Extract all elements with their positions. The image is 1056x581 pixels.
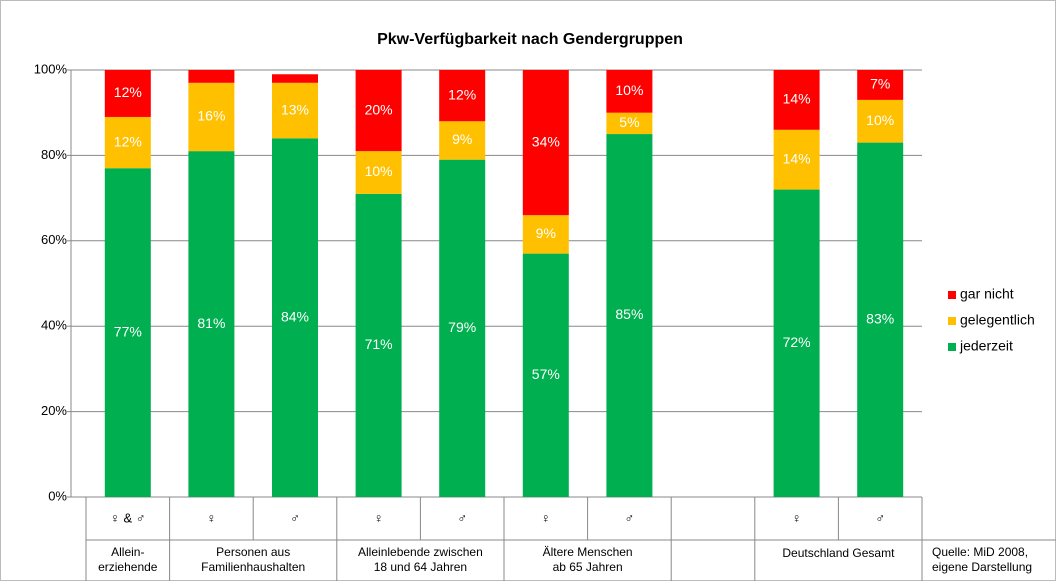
- y-tick-label: 40%: [41, 318, 67, 333]
- group-label: Ältere Menschen: [543, 545, 633, 559]
- group-label: 18 und 64 Jahren: [374, 560, 467, 574]
- legend-swatch: [948, 317, 956, 325]
- bar-segment: [606, 134, 653, 498]
- data-label: 85%: [615, 306, 643, 322]
- data-label: 84%: [281, 308, 309, 324]
- bar-segment: [355, 70, 402, 152]
- data-label: 79%: [448, 319, 476, 335]
- bar-segment: [522, 215, 569, 254]
- x-tick-label: ♀: [207, 510, 217, 525]
- data-label: 13%: [281, 101, 309, 117]
- group-label: Alleinlebende zwischen: [358, 545, 483, 559]
- data-label: 12%: [448, 86, 476, 102]
- data-label: 14%: [783, 150, 811, 166]
- y-tick-label: 60%: [41, 232, 67, 247]
- bar-segment: [188, 151, 235, 497]
- x-tick-label: ♂: [457, 510, 467, 525]
- legend-label: gar nicht: [960, 286, 1014, 302]
- data-label: 34%: [532, 133, 560, 149]
- bar-segment: [104, 116, 151, 169]
- x-tick-label: ♂: [625, 510, 635, 525]
- data-label: 9%: [536, 225, 556, 241]
- bar-segment: [355, 193, 402, 497]
- bar-segment: [272, 74, 318, 83]
- bar-segment: [439, 70, 486, 122]
- y-tick-label: 0%: [48, 488, 67, 503]
- x-tick-label: ♀ & ♂: [110, 510, 145, 525]
- bar-segment: [857, 70, 904, 100]
- legend-swatch: [948, 343, 956, 351]
- bar-segment: [522, 253, 569, 497]
- y-tick-label: 20%: [41, 403, 67, 418]
- x-tick-label: ♂: [290, 510, 300, 525]
- bar-segment: [104, 70, 151, 117]
- group-label: Deutschland Gesamt: [782, 546, 895, 560]
- group-label: Familienhaushalten: [201, 560, 305, 574]
- data-label: 77%: [114, 323, 142, 339]
- y-tick-label: 100%: [34, 61, 68, 76]
- data-label: 16%: [197, 108, 225, 124]
- data-label: 57%: [532, 366, 560, 382]
- bar-segment: [272, 138, 318, 497]
- bar-segment: [439, 159, 486, 498]
- bar-segment: [857, 142, 904, 497]
- bar-segment: [606, 112, 653, 135]
- data-label: 12%: [114, 84, 142, 100]
- bar-segment: [606, 70, 653, 113]
- bar-segment: [272, 82, 318, 139]
- legend-swatch: [948, 291, 956, 299]
- bar-segment: [773, 129, 820, 190]
- data-label: 10%: [365, 163, 393, 179]
- data-label: 72%: [783, 334, 811, 350]
- x-tick-label: ♂: [875, 510, 885, 525]
- source-note: eigene Darstellung: [932, 560, 1032, 574]
- data-label: 10%: [866, 112, 894, 128]
- data-label: 83%: [866, 310, 894, 326]
- group-label: ab 65 Jahren: [553, 560, 623, 574]
- data-label: 9%: [452, 131, 472, 147]
- legend-label: jederzeit: [959, 338, 1013, 354]
- data-label: 20%: [365, 101, 393, 117]
- bar-segment: [522, 70, 569, 216]
- bar-segment: [857, 99, 904, 143]
- data-label: 10%: [615, 82, 643, 98]
- bar-segment: [104, 168, 151, 497]
- group-label: Personen aus: [216, 545, 290, 559]
- bar-segment: [355, 151, 402, 194]
- data-label: 7%: [870, 76, 890, 92]
- source-note: Quelle: MiD 2008,: [932, 545, 1028, 559]
- data-label: 81%: [197, 315, 225, 331]
- group-label: Allein-: [111, 545, 144, 559]
- y-tick-label: 80%: [41, 147, 67, 162]
- bar-segment: [188, 82, 235, 152]
- bar-segment: [439, 121, 486, 160]
- data-label: 14%: [783, 91, 811, 107]
- bar-segment: [773, 70, 820, 130]
- data-label: 71%: [365, 336, 393, 352]
- legend-label: gelegentlich: [960, 312, 1035, 328]
- group-label: erziehende: [98, 560, 158, 574]
- data-label: 12%: [114, 133, 142, 149]
- data-label: 5%: [619, 114, 639, 130]
- bar-segment: [773, 189, 820, 497]
- bar-segment: [188, 70, 235, 83]
- x-tick-label: ♀: [541, 510, 551, 525]
- chart-title: Pkw-Verfügbarkeit nach Gendergruppen: [377, 31, 683, 48]
- x-tick-label: ♀: [374, 510, 384, 525]
- x-tick-label: ♀: [792, 510, 802, 525]
